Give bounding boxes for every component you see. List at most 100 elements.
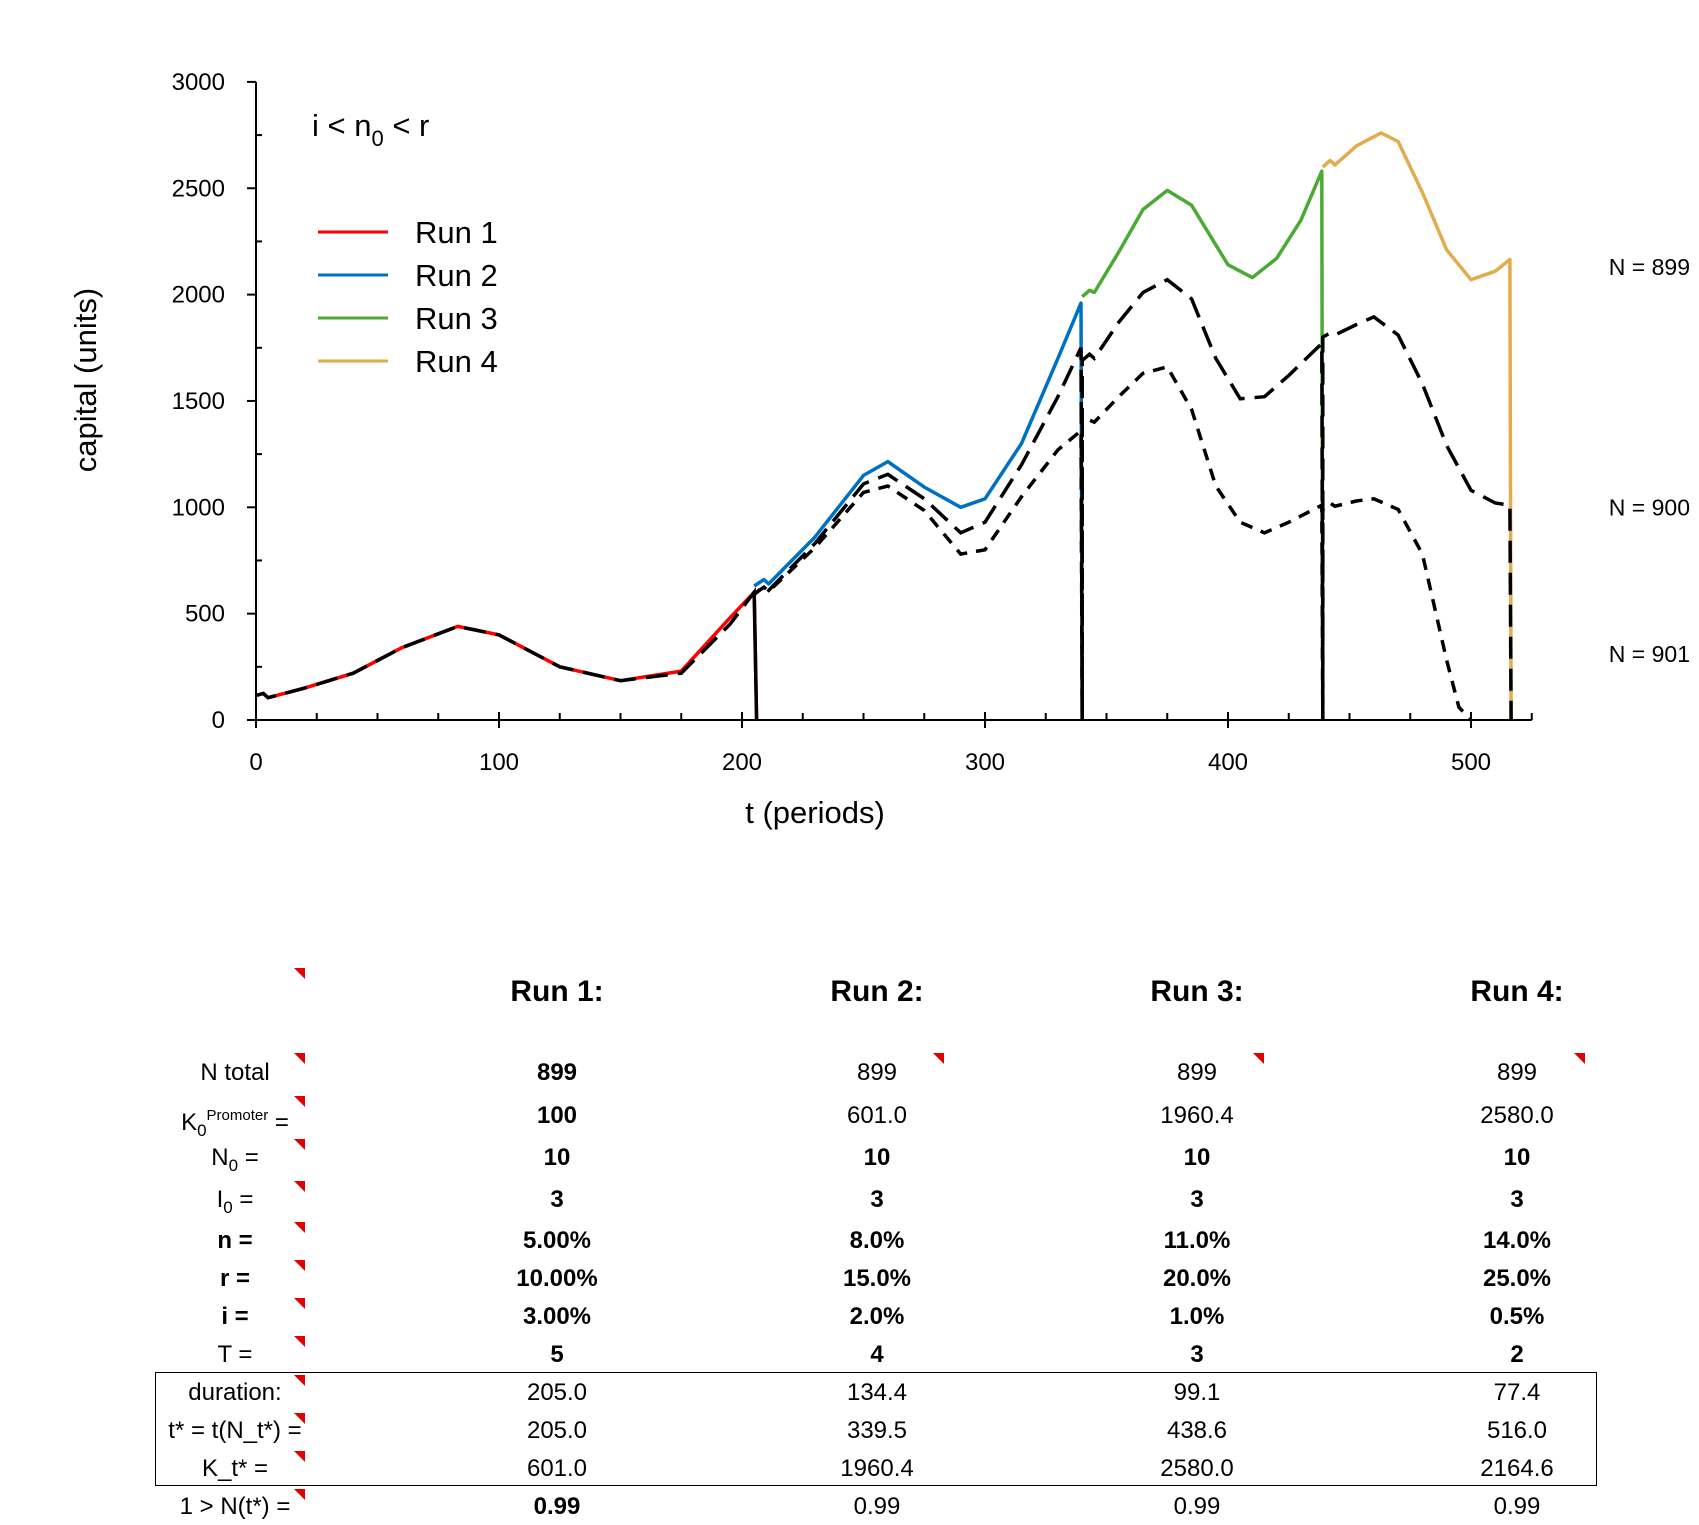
table-cell: 25.0% [1482,1265,1552,1292]
table-cell: 20.0% [1162,1265,1232,1292]
table-cell: 0.99 [1173,1493,1221,1520]
comment-indicator[interactable] [933,1053,944,1064]
table-cell: 5.00% [522,1227,592,1254]
comment-indicator[interactable] [294,1260,305,1271]
column-header-run-2: Run 2: [830,975,924,1008]
table-cell: 3 [1190,1341,1204,1368]
comment-indicator[interactable] [294,1096,305,1107]
comment-indicator[interactable] [294,1181,305,1192]
comment-indicator[interactable] [294,1336,305,1347]
table-cell: 10 [863,1144,891,1171]
table-cell: 2580.0 [1480,1102,1554,1129]
table-cell: 14.0% [1482,1227,1552,1254]
results-box [155,1372,1597,1486]
comment-indicator[interactable] [294,1298,305,1309]
row-label-main: I [216,1186,224,1213]
table-cell: 0.99 [533,1493,581,1520]
table-cell: 899 [856,1059,898,1086]
row-label-main: K [181,1109,198,1136]
legend-label-run-1: Run 1 [415,215,498,250]
y-tick-label: 0 [212,707,225,734]
row-label-sup: Promoter [206,1107,269,1124]
table-cell: 0.99 [853,1493,901,1520]
comment-indicator[interactable] [1574,1053,1585,1064]
row-label: 1 > N(t*) = [179,1493,291,1520]
comment-indicator[interactable] [294,1451,305,1462]
table-cell: 339.5 [846,1417,908,1444]
comment-indicator[interactable] [294,1489,305,1500]
column-header-run-3: Run 3: [1150,975,1244,1008]
table-cell: 438.6 [1166,1417,1228,1444]
table-cell: 100 [536,1102,578,1129]
x-tick-label: 0 [249,749,262,776]
table-cell: 2580.0 [1160,1455,1234,1482]
row-label: N total [200,1059,270,1086]
table-cell: 5 [550,1341,564,1368]
table-cell: 2 [1510,1341,1524,1368]
legend-label-run-3: Run 3 [415,301,498,336]
table-cell: 15.0% [842,1265,912,1292]
row-label-rest: = [232,1186,254,1213]
x-tick-label: 500 [1451,749,1491,776]
y-tick-label: 1000 [172,494,225,521]
table-cell: 899 [1176,1059,1218,1086]
table-cell: 10 [1503,1144,1531,1171]
legend: Run 1 Run 2 Run 3 Run 4 [318,215,498,379]
table-cell: 8.0% [849,1227,905,1254]
row-label-main: N [211,1144,229,1171]
plot-lines [255,131,1513,722]
table-cell: 205.0 [526,1417,588,1444]
x-tick-label: 200 [722,749,762,776]
table-cell: 205.0 [526,1379,588,1406]
table-cell: 601.0 [526,1455,588,1482]
row-label: I0 = [110,1186,360,1222]
n-labels: N = 899 N = 900 N = 901 [1609,254,1690,667]
row-label: i = [221,1303,249,1330]
y-axis-title: capital (units) [68,288,103,472]
comment-indicator[interactable] [294,1222,305,1233]
y-tick-label: 3000 [172,69,225,96]
comment-indicator[interactable] [1253,1053,1264,1064]
x-tick-label: 100 [479,749,519,776]
comment-indicator[interactable] [294,1375,305,1386]
tick-labels: 0 500 1000 1500 2000 2500 3000 0 100 200 300 400 500 [172,69,1491,776]
table-cell: 601.0 [846,1102,908,1129]
y-tick-label: 1500 [172,388,225,415]
comment-indicator[interactable] [294,1053,305,1064]
table-cell: 3 [1510,1186,1524,1213]
row-label-sub: 0 [228,1156,239,1175]
comment-indicator[interactable] [294,1139,305,1150]
row-label-rest: = [238,1144,259,1171]
row-label-sub: 0 [197,1121,207,1140]
comment-indicator[interactable] [294,968,305,979]
row-label: duration: [188,1379,282,1406]
row-label: T = [217,1341,253,1368]
table-cell: 2164.6 [1480,1455,1554,1482]
table-cell: 134.4 [846,1379,908,1406]
comment-indicator[interactable] [294,1413,305,1424]
series-line-run-2 [753,301,1084,721]
table-cell: 10.00% [516,1265,598,1292]
table-cell: 0.5% [1489,1303,1545,1330]
table-cell: 2.0% [849,1303,905,1330]
series-line-run-3 [1081,169,1325,721]
table-cell: 10 [543,1144,571,1171]
condition-annotation: i < n0 < r [312,108,429,151]
table-cell: 0.99 [1493,1493,1541,1520]
x-tick-label: 300 [965,749,1005,776]
table-cell: 3 [550,1186,564,1213]
table-cell: 1960.4 [840,1455,914,1482]
capital-chart: 0 500 1000 1500 2000 2500 3000 0 100 200 300 400 500… [68,69,1690,830]
column-header-run-1: Run 1: [510,975,604,1008]
row-label-sub: 0 [223,1198,233,1217]
row-label: r = [219,1265,251,1292]
table-cell: 516.0 [1486,1417,1548,1444]
table-cell: 3 [1190,1186,1204,1213]
n-label: N = 899 [1609,254,1690,280]
table-cell: 11.0% [1163,1227,1231,1254]
legend-label-run-4: Run 4 [415,344,498,379]
table-cell: 1960.4 [1160,1102,1234,1129]
table-cell: 77.4 [1493,1379,1541,1406]
table-cell: 1.0% [1169,1303,1225,1330]
